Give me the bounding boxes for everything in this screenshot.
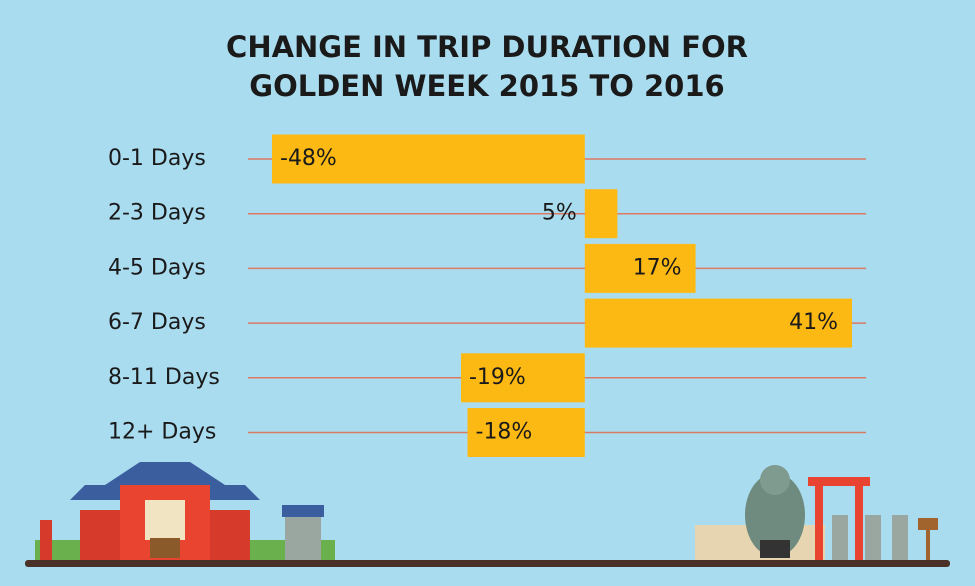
- value-label: 41%: [789, 310, 838, 335]
- category-label: 0-1 Days: [108, 146, 206, 171]
- bar: [584, 298, 852, 348]
- category-label: 12+ Days: [108, 420, 216, 445]
- decoration: [25, 462, 950, 567]
- value-label: -18%: [476, 420, 533, 445]
- category-label: 8-11 Days: [108, 365, 220, 390]
- bar: [460, 353, 585, 403]
- value-label: 17%: [633, 255, 682, 280]
- bar: [467, 408, 585, 457]
- category-label: 6-7 Days: [108, 310, 206, 335]
- chart-title: CHANGE IN TRIP DURATION FOR: [226, 30, 748, 64]
- bar: [272, 134, 585, 184]
- value-label: -19%: [469, 365, 526, 390]
- value-label: -48%: [280, 146, 337, 171]
- category-label: 4-5 Days: [108, 255, 206, 280]
- category-label: 2-3 Days: [108, 201, 206, 226]
- bar: [584, 243, 696, 293]
- chart-title: GOLDEN WEEK 2015 TO 2016: [249, 69, 724, 103]
- bar: [584, 189, 618, 239]
- value-label: 5%: [542, 201, 577, 226]
